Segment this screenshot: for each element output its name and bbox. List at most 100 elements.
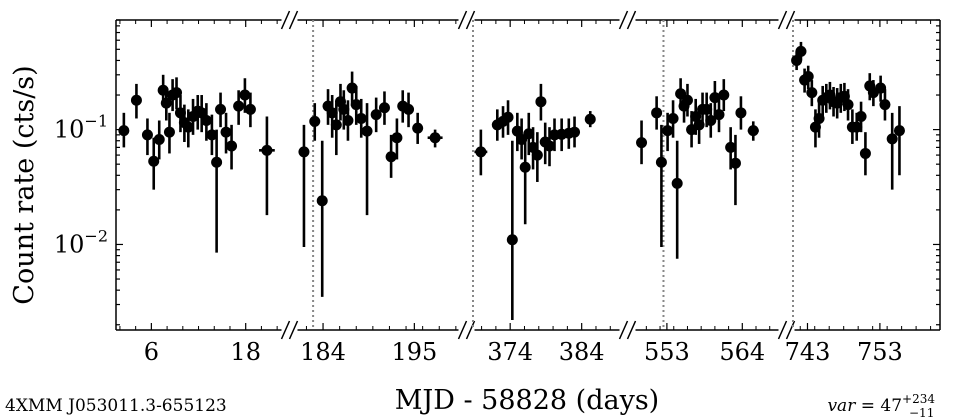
x-axis-label: MJD - 58828 (days): [395, 385, 659, 416]
axis-break-gap: [778, 327, 795, 333]
data-point: [875, 82, 887, 94]
data-point: [118, 125, 130, 137]
data-point: [244, 103, 256, 115]
segment-5: 743 753: [785, 20, 932, 366]
data-point: [662, 125, 674, 137]
data-point: [338, 103, 350, 115]
segment-1: 6 18: [118, 20, 278, 366]
data-point: [200, 115, 212, 127]
data-point: [544, 140, 556, 152]
data-point: [160, 97, 172, 109]
data-point: [802, 70, 814, 82]
data-point: [391, 132, 403, 144]
data-point: [893, 125, 905, 137]
data-point: [636, 137, 648, 149]
x-tick-label: 18: [230, 338, 261, 366]
axis-break-mark-bottom: [777, 320, 788, 340]
x-tick-label: 374: [487, 338, 533, 366]
data-point: [370, 109, 382, 121]
data-point: [141, 129, 153, 141]
y-tick-labels: 10−1 10−2: [54, 112, 108, 259]
data-point: [681, 94, 693, 106]
x-tick-label: 6: [144, 338, 159, 366]
data-point: [502, 111, 514, 123]
data-point: [346, 82, 358, 94]
data-point: [729, 157, 741, 169]
data-point: [535, 96, 547, 108]
axis-break-mark-top: [785, 10, 796, 30]
data-point: [378, 102, 390, 114]
plot-frame: [115, 10, 941, 340]
data-point: [163, 126, 175, 138]
axis-break-mark-top: [457, 10, 468, 30]
segment-3: 374 384: [472, 20, 611, 366]
axis-break-gap: [619, 327, 636, 333]
data-point: [403, 103, 415, 115]
data-point: [709, 92, 721, 104]
data-point: [523, 128, 535, 140]
data-point: [511, 125, 523, 137]
data-point: [298, 146, 310, 158]
x-tick-label: 753: [857, 338, 903, 366]
y-tick-label: 10−2: [54, 226, 108, 258]
data-point: [791, 54, 803, 66]
data-point: [569, 126, 581, 138]
data-point: [705, 115, 717, 127]
data-point: [718, 89, 730, 101]
axis-break-mark-top: [280, 10, 291, 30]
variability-label: var = 47+234 −11: [827, 392, 935, 420]
x-tick-label: 184: [300, 338, 346, 366]
axis-break-gap: [458, 17, 475, 23]
data-point: [220, 126, 232, 138]
data-point: [226, 140, 238, 152]
data-point: [261, 144, 273, 156]
data-point: [506, 234, 518, 246]
data-point: [326, 107, 338, 119]
axis-break-mark-top: [777, 10, 788, 30]
data-point: [211, 156, 223, 168]
data-point: [655, 156, 667, 168]
y-axis-label: Count rate (cts/s): [9, 65, 40, 304]
data-point: [475, 146, 487, 158]
axis-break-mark-bottom: [280, 320, 291, 340]
x-tick-label: 564: [719, 338, 765, 366]
data-point: [806, 87, 818, 99]
axis-break-mark-bottom: [785, 320, 796, 340]
data-point: [412, 122, 424, 134]
y-tick-label: 10−1: [54, 112, 108, 144]
data-point: [316, 195, 328, 207]
data-point: [330, 119, 342, 131]
axis-break-mark-bottom: [618, 320, 629, 340]
data-point: [725, 141, 737, 153]
segment-2: 184 195: [298, 20, 457, 366]
axis-break-mark-bottom: [457, 320, 468, 340]
source-name-label: 4XMM J053011.3-655123: [5, 396, 227, 416]
axis-break-mark-top: [465, 10, 476, 30]
data-point: [851, 121, 863, 133]
data-point: [429, 132, 441, 144]
data-point: [153, 134, 165, 146]
data-point: [361, 125, 373, 137]
data-point: [350, 99, 362, 111]
data-point: [206, 129, 218, 141]
data-point: [355, 112, 367, 124]
data-point: [531, 149, 543, 161]
x-tick-label: 384: [559, 338, 605, 366]
data-point: [148, 155, 160, 167]
data-point: [713, 109, 725, 121]
data-point: [215, 103, 227, 115]
data-point: [879, 99, 891, 111]
data-point: [671, 177, 683, 189]
data-point: [855, 111, 867, 123]
axis-break-mark-top: [618, 10, 629, 30]
data-point: [651, 107, 663, 119]
data-point: [519, 161, 531, 173]
x-tick-label: 553: [644, 338, 690, 366]
x-tick-label: 195: [391, 338, 437, 366]
segment-4: 553 564: [636, 20, 771, 366]
x-tick-label: 743: [785, 338, 831, 366]
data-point: [795, 45, 807, 57]
axis-break-gap: [619, 17, 636, 23]
data-point: [342, 115, 354, 127]
